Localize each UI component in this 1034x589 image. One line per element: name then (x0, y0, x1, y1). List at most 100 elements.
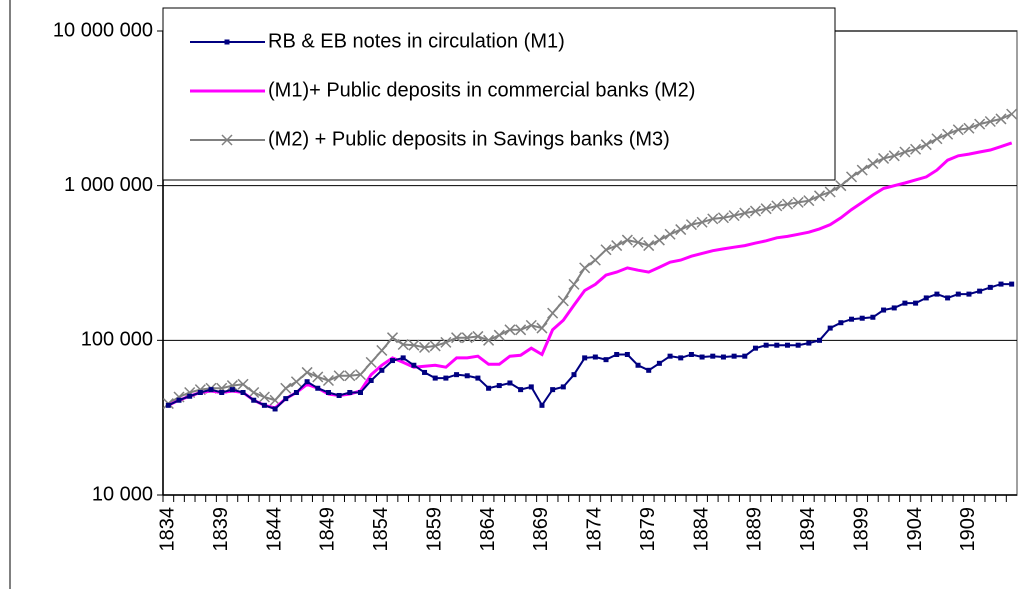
x-tick-label: 1854 (370, 507, 392, 552)
marker (528, 384, 534, 390)
x-tick-label: 1834 (157, 507, 179, 552)
marker (728, 210, 740, 222)
marker (881, 307, 887, 313)
marker (653, 234, 665, 246)
marker (571, 372, 577, 378)
marker (678, 355, 684, 361)
marker (432, 375, 438, 381)
marker (621, 234, 633, 246)
marker (667, 353, 673, 359)
marker (354, 369, 367, 381)
marker (920, 139, 932, 151)
marker (208, 387, 214, 393)
marker (283, 396, 289, 402)
marker (451, 332, 463, 344)
x-tick-label: 1879 (637, 507, 659, 552)
legend-label: (M2) + Public deposits in Savings banks … (268, 128, 670, 150)
marker (984, 115, 996, 128)
marker (806, 340, 812, 346)
marker (411, 362, 417, 368)
marker (774, 342, 780, 348)
marker (931, 133, 943, 145)
marker (888, 150, 900, 162)
marker (322, 374, 334, 387)
marker (675, 224, 687, 236)
marker (771, 200, 783, 212)
marker (632, 236, 644, 248)
series (167, 141, 1013, 410)
marker (472, 330, 484, 342)
marker (710, 353, 716, 359)
marker (357, 389, 363, 395)
marker (224, 39, 230, 45)
marker (248, 386, 260, 399)
marker (258, 391, 270, 403)
marker (838, 320, 844, 326)
marker (643, 240, 655, 252)
marker (493, 329, 505, 341)
marker (507, 380, 513, 386)
marker (312, 371, 324, 383)
marker (304, 379, 310, 385)
marker (176, 397, 182, 403)
marker (568, 278, 580, 290)
marker (878, 152, 890, 164)
marker (475, 375, 481, 381)
marker (824, 186, 836, 198)
marker (504, 324, 516, 336)
marker (763, 342, 769, 348)
marker (290, 376, 302, 388)
marker (376, 344, 388, 356)
marker (197, 389, 203, 395)
marker (579, 262, 591, 274)
x-tick-label: 1839 (210, 507, 232, 552)
marker (795, 342, 801, 348)
marker (614, 351, 620, 357)
x-tick-label: 1859 (423, 507, 445, 552)
marker (251, 397, 257, 403)
marker (942, 128, 954, 140)
marker (891, 305, 897, 311)
marker (333, 370, 345, 382)
marker (749, 205, 761, 217)
marker (611, 240, 623, 252)
marker (624, 351, 630, 357)
x-tick-label: 1909 (957, 507, 979, 552)
marker (717, 212, 729, 224)
marker (390, 358, 396, 364)
marker (280, 382, 292, 394)
marker (952, 124, 964, 136)
marker (422, 369, 428, 375)
marker (397, 338, 409, 351)
marker (1009, 281, 1015, 287)
marker (646, 367, 652, 373)
marker (336, 392, 342, 398)
marker (792, 196, 804, 208)
marker (995, 113, 1007, 125)
marker (301, 366, 313, 378)
marker (696, 216, 708, 228)
marker (536, 322, 548, 334)
marker (408, 339, 420, 351)
marker (240, 389, 246, 395)
series (162, 108, 1018, 410)
marker (603, 357, 609, 363)
marker (429, 340, 441, 352)
marker (557, 295, 569, 307)
marker (902, 300, 908, 306)
marker (664, 228, 676, 240)
marker (867, 158, 879, 170)
x-tick-label: 1899 (850, 507, 872, 552)
series-line (167, 141, 1013, 410)
marker (923, 295, 929, 301)
marker (344, 370, 356, 382)
marker (379, 367, 385, 373)
series (165, 281, 1015, 412)
marker (229, 387, 235, 393)
marker (589, 254, 601, 266)
marker (963, 122, 975, 134)
marker (496, 383, 502, 389)
marker (635, 362, 641, 368)
legend-box (162, 7, 836, 181)
x-tick-label: 1894 (797, 507, 819, 552)
